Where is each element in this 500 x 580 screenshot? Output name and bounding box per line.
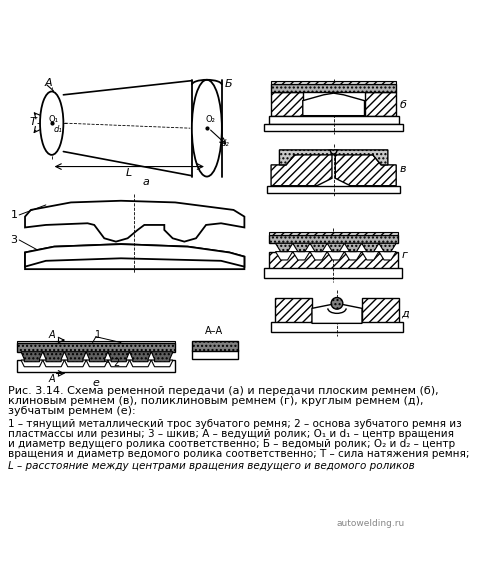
Text: d₁: d₁ (54, 125, 63, 135)
Text: A: A (45, 78, 52, 88)
Text: г: г (402, 250, 407, 260)
Text: 1: 1 (10, 210, 18, 220)
Polygon shape (130, 351, 152, 362)
Text: А: А (48, 330, 55, 340)
Bar (271, 92, 303, 115)
Polygon shape (86, 360, 108, 367)
Bar (267, 186, 400, 193)
Polygon shape (152, 351, 173, 362)
Text: 1: 1 (94, 330, 100, 340)
Polygon shape (276, 252, 292, 260)
Polygon shape (108, 351, 130, 362)
Text: е: е (92, 378, 100, 389)
Polygon shape (271, 150, 332, 186)
Bar (16, 360, 175, 372)
Bar (268, 235, 398, 243)
Text: а: а (142, 176, 150, 187)
Polygon shape (25, 244, 244, 269)
Text: Рис. 3.14. Схема ременной передачи (а) и передачи плоским ремнем (б),: Рис. 3.14. Схема ременной передачи (а) и… (8, 386, 439, 396)
Ellipse shape (40, 92, 64, 155)
Text: 3: 3 (10, 235, 18, 245)
Polygon shape (292, 252, 310, 260)
Polygon shape (336, 150, 396, 186)
Polygon shape (25, 244, 244, 267)
Polygon shape (310, 252, 327, 260)
Polygon shape (379, 252, 396, 260)
Polygon shape (310, 243, 327, 252)
Bar (271, 81, 396, 84)
Polygon shape (64, 351, 86, 362)
Polygon shape (280, 150, 388, 165)
Bar (268, 115, 398, 124)
Polygon shape (25, 201, 244, 242)
Text: А: А (48, 374, 55, 384)
Polygon shape (292, 243, 310, 252)
Polygon shape (362, 243, 379, 252)
Polygon shape (362, 252, 379, 260)
Polygon shape (42, 360, 64, 367)
Polygon shape (344, 252, 362, 260)
Polygon shape (152, 360, 173, 367)
Polygon shape (21, 360, 42, 367)
Polygon shape (64, 360, 86, 367)
Ellipse shape (331, 298, 343, 309)
Text: в: в (400, 164, 406, 174)
Text: А–А: А–А (206, 326, 224, 336)
Text: вращения и диаметр ведомого ролика соответственно; T – сила натяжения ремня;: вращения и диаметр ведомого ролика соотв… (8, 450, 470, 459)
Polygon shape (327, 252, 344, 260)
Bar (264, 269, 402, 278)
Polygon shape (130, 360, 152, 367)
Text: д: д (402, 309, 409, 318)
Text: пластмассы или резины; 3 – шкив; А – ведущий ролик; O₁ и d₁ – центр вращения: пластмассы или резины; 3 – шкив; А – вед… (8, 429, 454, 439)
Polygon shape (327, 243, 344, 252)
Text: Б: Б (224, 79, 232, 89)
Bar (268, 252, 398, 270)
Text: зубчатым ремнем (е):: зубчатым ремнем (е): (8, 406, 136, 416)
Polygon shape (276, 243, 292, 252)
Ellipse shape (192, 80, 222, 176)
Polygon shape (303, 93, 364, 115)
Bar (264, 124, 403, 130)
Text: б: б (400, 100, 406, 110)
Polygon shape (86, 351, 108, 362)
Bar (268, 231, 398, 235)
Polygon shape (344, 243, 362, 252)
Text: L – расстояние между центрами вращения ведущего и ведомого роликов: L – расстояние между центрами вращения в… (8, 461, 415, 471)
Bar (16, 343, 175, 351)
Text: клиновым ремнем (в), поликлиновым ремнем (г), круглым ремнем (д),: клиновым ремнем (в), поликлиновым ремнем… (8, 396, 424, 406)
Text: O₂: O₂ (206, 114, 215, 124)
Bar (276, 298, 312, 324)
Polygon shape (42, 351, 64, 362)
Bar (271, 84, 396, 92)
Text: L: L (126, 168, 132, 178)
Text: и диаметр ведущего ролика соответственно; Б – ведомый ролик; O₂ и d₂ – центр: и диаметр ведущего ролика соответственно… (8, 439, 456, 450)
Polygon shape (379, 243, 396, 252)
Polygon shape (312, 303, 362, 324)
Text: O₁: O₁ (48, 114, 58, 124)
Text: T: T (30, 117, 36, 126)
Bar (192, 341, 238, 351)
Polygon shape (21, 351, 42, 362)
Text: 2: 2 (114, 358, 120, 368)
Bar (362, 298, 399, 324)
Text: autowelding.ru: autowelding.ru (336, 519, 404, 528)
Text: 1 – тянущий металлический трос зубчатого ремня; 2 – основа зубчатого ремня из: 1 – тянущий металлический трос зубчатого… (8, 419, 462, 429)
Bar (16, 341, 175, 343)
Text: d₂: d₂ (221, 139, 230, 148)
Bar (364, 92, 396, 115)
Polygon shape (108, 360, 130, 367)
Bar (192, 350, 238, 359)
Bar (271, 322, 403, 332)
